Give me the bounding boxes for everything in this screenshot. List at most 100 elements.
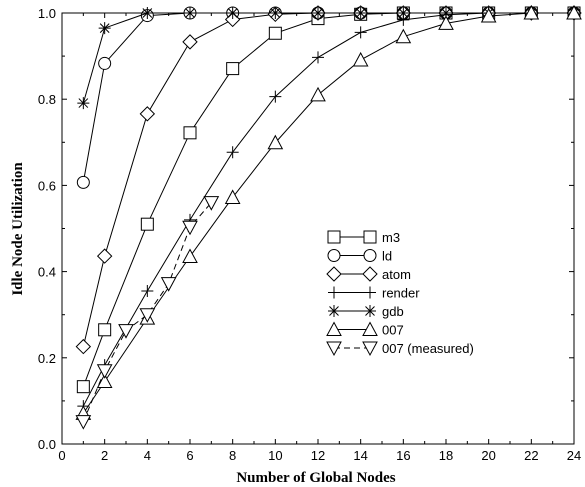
legend-label-ld: ld xyxy=(382,249,392,264)
data-point-007 xyxy=(352,51,369,67)
legend-marker-ld xyxy=(327,249,341,262)
x-tick-label: 24 xyxy=(567,448,581,463)
y-tick-label: 0.0 xyxy=(38,437,56,452)
data-point-007-measured xyxy=(182,220,198,236)
legend-marker-m3 xyxy=(327,230,341,244)
legend-marker-007 xyxy=(362,321,378,336)
legend-marker-atom xyxy=(362,266,378,282)
series-ld xyxy=(76,6,581,189)
data-point-atom xyxy=(96,248,113,264)
legend-label-007: 007 xyxy=(382,323,404,338)
data-point-gdb xyxy=(354,7,367,19)
data-point-007 xyxy=(310,86,326,102)
data-point-render xyxy=(269,90,282,103)
data-point-007-measured xyxy=(75,415,92,430)
data-point-render xyxy=(312,51,324,64)
data-point-007 xyxy=(523,4,540,20)
x-tick-label: 2 xyxy=(101,448,108,463)
data-point-m3 xyxy=(76,380,90,394)
series-render xyxy=(77,7,580,413)
data-point-007-measured xyxy=(118,324,134,339)
data-point-007-measured xyxy=(96,364,113,379)
y-tick-label: 0.4 xyxy=(38,265,56,280)
data-point-007-measured xyxy=(160,277,177,292)
data-point-007 xyxy=(267,134,284,150)
data-point-atom xyxy=(75,338,92,355)
legend-item-007-measured: 007 (measured) xyxy=(326,341,474,357)
legend-marker-007-measured xyxy=(362,341,378,357)
legend-marker-m3 xyxy=(363,230,377,244)
data-point-atom xyxy=(182,34,198,50)
data-point-atom xyxy=(139,106,156,122)
series-layer xyxy=(75,4,582,430)
data-point-007 xyxy=(480,7,497,23)
data-point-gdb xyxy=(226,7,239,19)
legend-marker-render xyxy=(328,286,340,299)
legend-item-gdb: gdb xyxy=(328,304,404,319)
data-point-m3 xyxy=(226,62,240,76)
x-tick-label: 10 xyxy=(268,448,282,463)
data-point-render xyxy=(226,146,239,159)
plot-border xyxy=(61,12,575,445)
data-point-m3 xyxy=(98,323,112,337)
legend-marker-atom xyxy=(326,266,342,282)
x-tick-label: 8 xyxy=(229,448,236,463)
series-line-007 xyxy=(82,12,574,414)
legend-marker-007-measured xyxy=(326,341,342,357)
data-point-007 xyxy=(395,28,412,44)
data-point-m3 xyxy=(140,217,154,231)
data-point-007 xyxy=(566,4,582,20)
x-tick-label: 22 xyxy=(524,448,538,463)
data-point-m3 xyxy=(268,26,282,40)
series-atom xyxy=(75,5,582,355)
data-point-render xyxy=(141,284,154,297)
x-tick-label: 6 xyxy=(186,448,193,463)
x-tick-label: 16 xyxy=(396,448,410,463)
data-point-ld xyxy=(76,175,90,189)
series-007-measured xyxy=(75,196,220,430)
data-point-render xyxy=(354,26,367,39)
legend-label-gdb: gdb xyxy=(382,304,404,319)
x-tick-label: 14 xyxy=(353,448,367,463)
x-axis-title: Number of Global Nodes xyxy=(236,470,395,486)
legend-item-007: 007 xyxy=(326,321,404,338)
legend-item-render: render xyxy=(328,286,420,301)
y-tick-label: 1.0 xyxy=(38,6,56,21)
data-point-ld xyxy=(98,56,112,70)
x-tick-label: 18 xyxy=(439,448,453,463)
legend-label-render: render xyxy=(382,286,420,301)
data-point-gdb xyxy=(312,7,324,19)
x-tick-label: 12 xyxy=(311,448,325,463)
legend-label-atom: atom xyxy=(382,267,411,282)
legend-marker-render xyxy=(364,286,376,299)
y-tick-label: 0.8 xyxy=(38,92,56,107)
y-axis-title: Idle Node Utilization xyxy=(10,162,26,296)
data-point-007 xyxy=(438,15,454,30)
legend-marker-gdb xyxy=(364,305,376,317)
series-line-atom xyxy=(82,12,574,347)
data-point-gdb xyxy=(98,22,111,35)
data-point-gdb xyxy=(397,7,410,19)
x-tick-label: 0 xyxy=(58,448,65,463)
legend-item-m3: m3 xyxy=(327,230,400,245)
data-point-gdb xyxy=(77,97,90,110)
legend: m3 ld atom render gdb 007 007 (measured) xyxy=(326,230,474,357)
legend-marker-007 xyxy=(326,321,342,336)
x-tick-label: 4 xyxy=(144,448,151,463)
series-gdb xyxy=(77,7,580,110)
y-axis-ticks: 0.0 0.2 0.4 0.6 0.8 1.0 xyxy=(38,6,574,452)
x-tick-label: 20 xyxy=(481,448,495,463)
data-point-gdb xyxy=(269,7,282,19)
data-point-gdb xyxy=(141,7,154,19)
data-point-gdb xyxy=(184,7,196,19)
y-tick-label: 0.6 xyxy=(38,178,56,193)
data-point-007 xyxy=(182,248,198,264)
data-point-007 xyxy=(224,189,241,204)
series-line-gdb xyxy=(82,12,574,104)
series-007 xyxy=(75,4,582,420)
legend-label-m3: m3 xyxy=(382,230,400,245)
data-point-gdb xyxy=(440,7,452,19)
x-axis-ticks: 0 2 4 6 8 10 12 14 16 18 20 22 24 xyxy=(58,13,581,463)
